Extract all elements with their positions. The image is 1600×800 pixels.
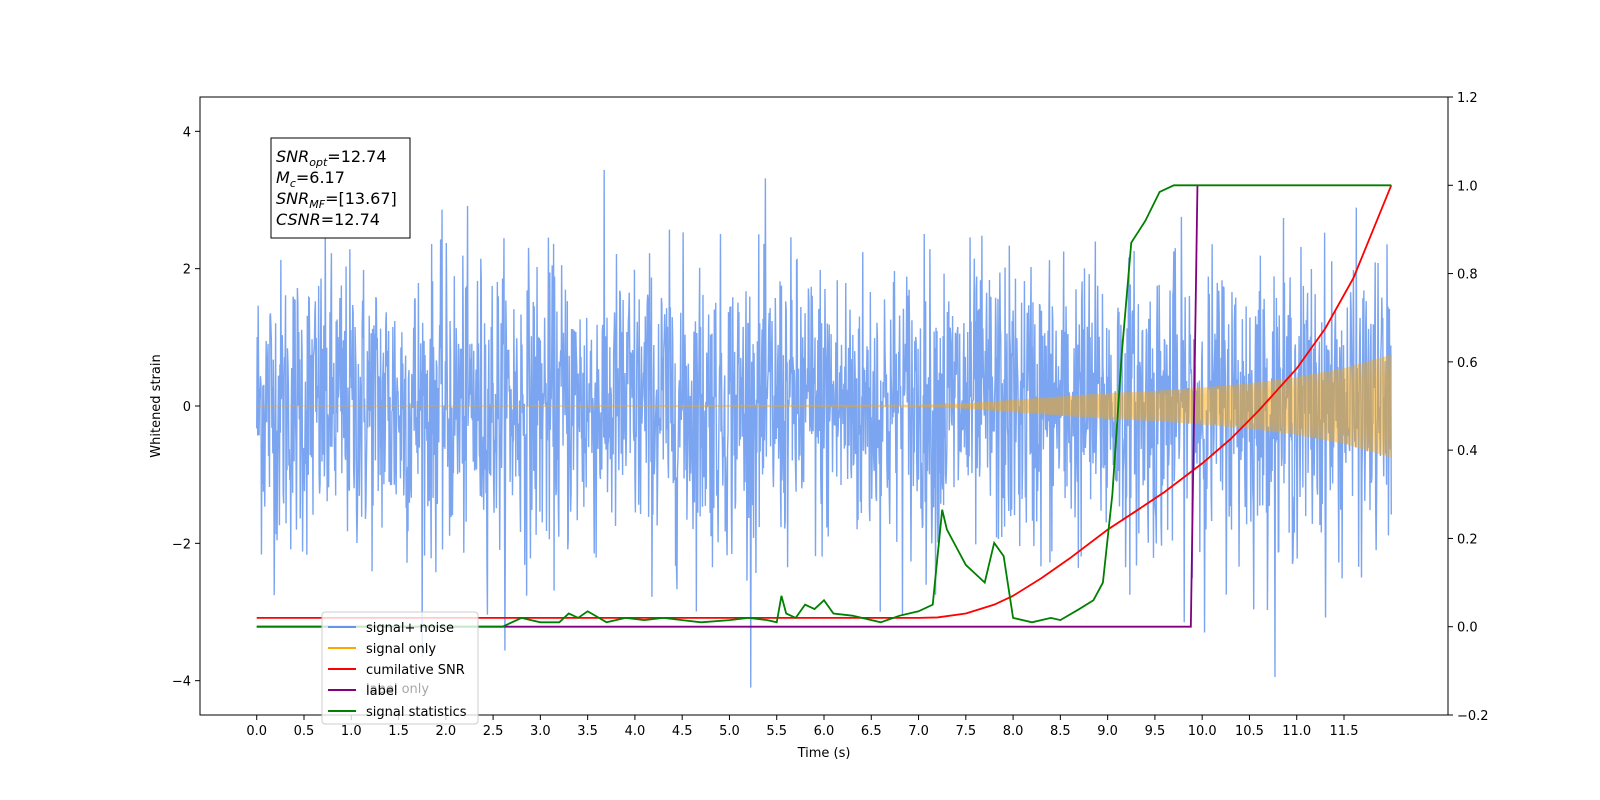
x-tick-label: 6.0 (814, 724, 835, 739)
y-tick-label: 2 (183, 263, 191, 278)
x-tick-label: 5.5 (766, 724, 787, 739)
x-tick-label: 6.5 (861, 724, 882, 739)
x-tick-label: 5.0 (719, 724, 740, 739)
x-tick-label: 10.0 (1188, 724, 1217, 739)
x-tick-label: 0.0 (246, 724, 267, 739)
legend-frame (321, 611, 479, 725)
legend-label: signal+ noise (366, 621, 454, 636)
annotation-line: CSNR=12.74 (276, 210, 380, 229)
x-tick-label: 8.0 (1003, 724, 1024, 739)
annotation-frame (270, 137, 411, 239)
y-tick-label: 4 (183, 125, 191, 140)
x-tick-label: 4.5 (672, 724, 693, 739)
annotation-line: Mc=6.17 (276, 168, 345, 190)
x-tick-label: 9.5 (1145, 724, 1166, 739)
series-signal-statistics (256, 184, 1392, 628)
x-tick-label: 7.0 (908, 724, 929, 739)
y2-tick-label: 0.0 (1457, 621, 1478, 636)
x-tick-label: 1.0 (341, 724, 362, 739)
series-cumilative-snr (256, 184, 1393, 619)
x-tick-label: 2.0 (435, 724, 456, 739)
x-tick-label: 3.0 (530, 724, 551, 739)
x-tick-label: 2.5 (483, 724, 504, 739)
y-tick-label: 0 (183, 400, 191, 415)
x-tick-label: 8.5 (1050, 724, 1071, 739)
y2-tick-label: 1.0 (1457, 179, 1478, 194)
legend-label: cumilative SNR (366, 663, 465, 678)
legend-label: signal only (366, 642, 436, 657)
ticks-layer: 0.0 0.5 1.0 1.5 2.0 2.5 3.0 3.5 4.0 4.5 5.0 5.5 6.0 6… (172, 91, 1489, 739)
y2-tick-label: 0.8 (1457, 268, 1478, 283)
series-label (256, 185, 1199, 628)
legend-label: label (366, 684, 397, 699)
legend-label: signal statistics (366, 705, 467, 720)
y2-tick-label: 0.4 (1457, 444, 1478, 459)
x-tick-label: 9.0 (1097, 724, 1118, 739)
y-tick-label: −4 (172, 675, 191, 690)
x-tick-label: 4.0 (625, 724, 646, 739)
x-tick-label: 7.5 (955, 724, 976, 739)
x-tick-label: 10.5 (1235, 724, 1264, 739)
y-axis-title: Whitened strain (149, 354, 164, 457)
x-tick-label: 11.0 (1282, 724, 1311, 739)
x-tick-label: 11.5 (1330, 724, 1359, 739)
annotation-line: SNRMF=[13.67] (276, 189, 397, 211)
annotation-box: SNRopt=12.74Mc=6.17SNRMF=[13.67]CSNR=12.… (270, 137, 411, 239)
x-tick-label: 0.5 (294, 724, 315, 739)
y2-tick-label: 0.2 (1457, 532, 1478, 547)
y2-tick-label: 0.6 (1457, 356, 1478, 371)
legend-hidden-label: label only (366, 682, 429, 697)
annotation-line: SNRopt=12.74 (276, 147, 387, 169)
series-signal-plus-noise (256, 169, 1392, 688)
y2-tick-label: 1.2 (1457, 91, 1478, 106)
x-tick-label: 3.5 (577, 724, 598, 739)
series-layer (256, 169, 1393, 688)
x-tick-label: 1.5 (388, 724, 409, 739)
legend: label only signal+ noise signal only cumila… (321, 611, 479, 725)
y-tick-label: −2 (172, 537, 191, 552)
x-axis-title: Time (s) (797, 746, 851, 761)
y2-tick-label: −0.2 (1457, 709, 1489, 724)
series-signal-only (256, 354, 1392, 458)
